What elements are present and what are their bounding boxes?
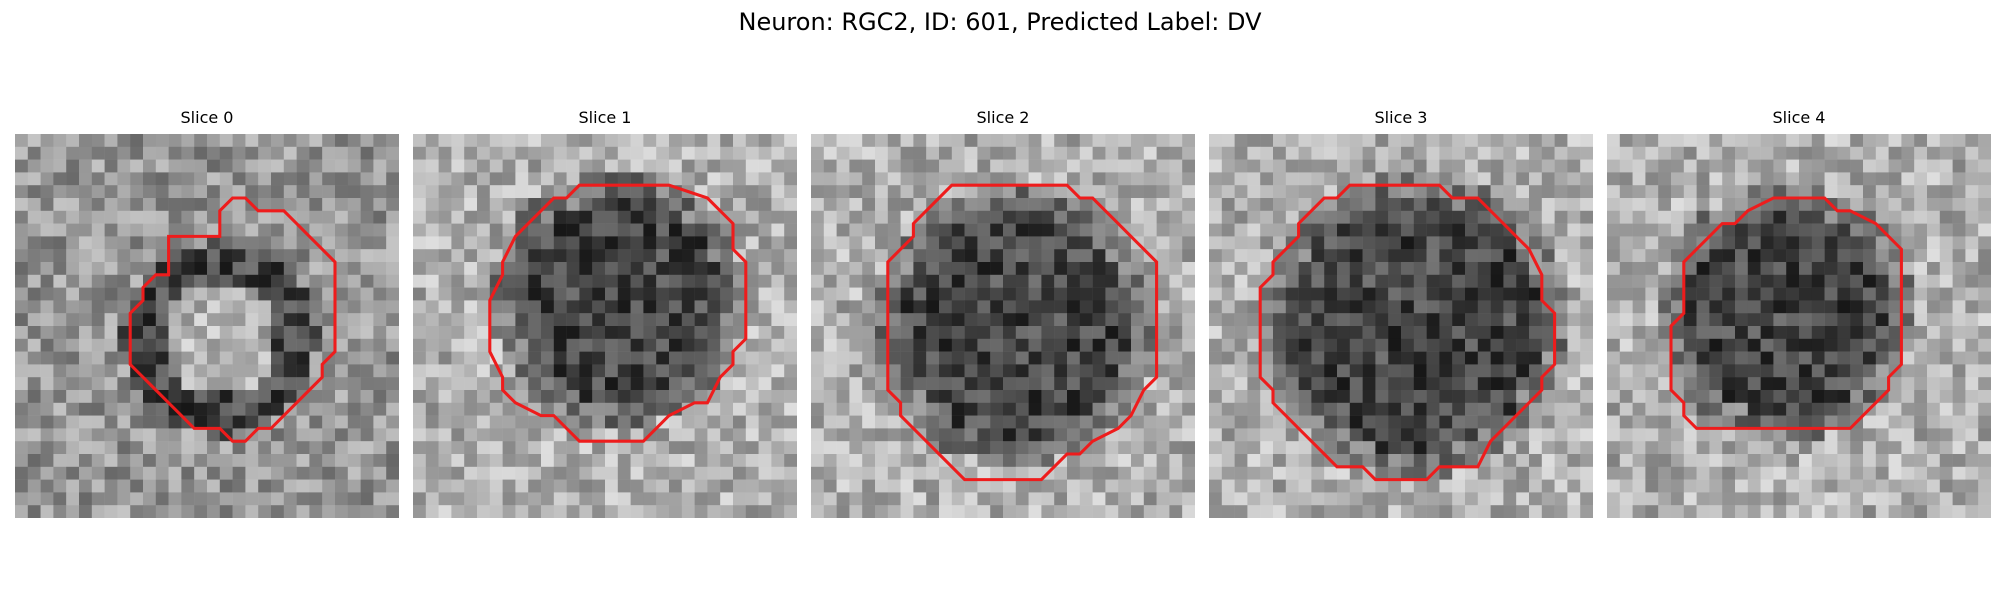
slice-image-1 [413, 134, 797, 518]
slice-panel-4: Slice 4 [1607, 108, 1991, 518]
slice-panel-0: Slice 0 [15, 108, 399, 518]
slice-panel-1: Slice 1 [413, 108, 797, 518]
slice-title-3: Slice 3 [1374, 108, 1428, 127]
neuron-contour-0 [128, 196, 337, 443]
slice-image-2 [811, 134, 1195, 518]
slice-title-4: Slice 4 [1772, 108, 1826, 127]
slice-title-1: Slice 1 [578, 108, 632, 127]
slice-image-4 [1607, 134, 1991, 518]
microscopy-image-2 [811, 134, 1195, 518]
slice-title-0: Slice 0 [180, 108, 234, 127]
neuron-contour-1 [488, 183, 748, 443]
neuron-contour-4 [1669, 196, 1903, 430]
neuron-contour-3 [1258, 183, 1557, 482]
slice-panel-2: Slice 2 [811, 108, 1195, 518]
slice-title-2: Slice 2 [976, 108, 1030, 127]
microscopy-image-3 [1209, 134, 1593, 518]
slice-image-0 [15, 134, 399, 518]
microscopy-image-4 [1607, 134, 1991, 518]
microscopy-image-0 [15, 134, 399, 518]
figure-title: Neuron: RGC2, ID: 601, Predicted Label: … [738, 8, 1262, 36]
neuron-contour-2 [886, 183, 1159, 482]
slice-image-3 [1209, 134, 1593, 518]
slice-panel-3: Slice 3 [1209, 108, 1593, 518]
microscopy-image-1 [413, 134, 797, 518]
